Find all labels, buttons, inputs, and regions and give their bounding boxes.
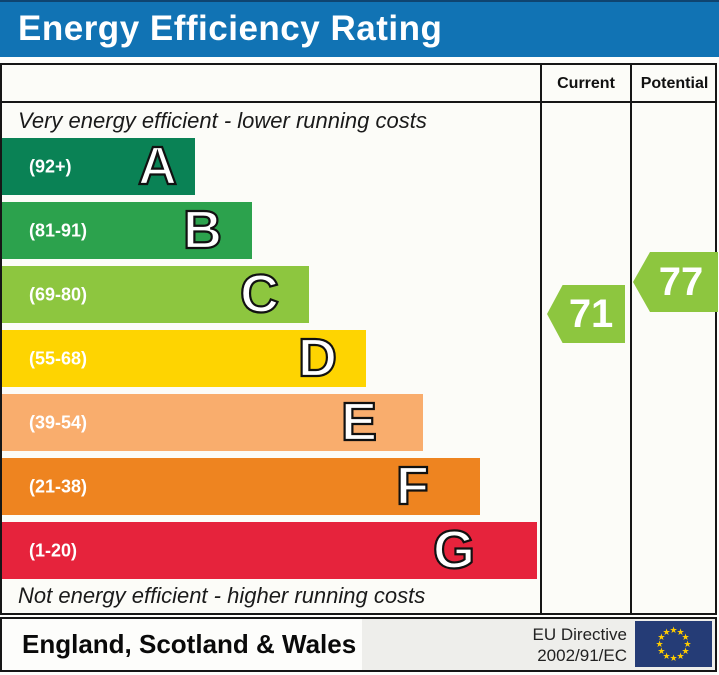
potential-rating-arrow: 77: [633, 252, 718, 312]
svg-text:★: ★: [676, 651, 684, 661]
band-range-label: (92+): [29, 156, 72, 176]
potential-column-divider: [630, 65, 632, 613]
page-title: Energy Efficiency Rating: [18, 9, 443, 48]
band-range-label: (1-20): [29, 540, 78, 560]
band-range-label: (55-68): [29, 348, 88, 368]
eu-directive-line1: EU Directive: [532, 624, 627, 644]
svg-text:★: ★: [662, 627, 670, 637]
svg-text:★: ★: [662, 651, 670, 661]
band-range-label: (39-54): [29, 412, 88, 432]
svg-text:★: ★: [657, 632, 665, 642]
caption-not-efficient: Not energy efficient - higher running co…: [18, 583, 426, 608]
eu-directive-label: EU Directive 2002/91/EC: [533, 624, 627, 666]
svg-text:★: ★: [657, 646, 665, 656]
band-row-e: (39-54) E: [2, 391, 423, 452]
band-range-label: (21-38): [29, 476, 88, 496]
band-range-label: (81-91): [29, 220, 88, 240]
footer-bar: England, Scotland & Wales EU Directive 2…: [0, 617, 717, 672]
current-column-divider: [540, 65, 542, 613]
band-letter: D: [297, 327, 338, 388]
band-row-c: (69-80) C: [2, 263, 309, 324]
band-range-label: (69-80): [29, 284, 88, 304]
band-letter: F: [395, 455, 430, 516]
band-letter: B: [182, 199, 223, 260]
band-row-b: (81-91) B: [2, 199, 252, 260]
potential-rating-value: 77: [658, 260, 704, 304]
band-letter: C: [239, 263, 280, 324]
svg-text:★: ★: [682, 646, 690, 656]
svg-text:★: ★: [669, 625, 677, 635]
region-label: England, Scotland & Wales: [22, 629, 357, 659]
potential-column-header: Potential: [640, 75, 709, 92]
band-letter: A: [137, 135, 178, 196]
eu-directive-line2: 2002/91/EC: [537, 645, 627, 665]
svg-text:★: ★: [676, 627, 684, 637]
band-row-f: (21-38) F: [2, 455, 480, 516]
svg-text:★: ★: [683, 639, 691, 649]
current-rating-arrow: 71: [547, 285, 625, 343]
svg-text:★: ★: [682, 632, 690, 642]
eu-flag-icon: ★★★★★★★★★★★★: [635, 621, 712, 667]
band-letter: E: [340, 391, 378, 452]
band-letter: G: [432, 519, 476, 580]
title-bar: Energy Efficiency Rating: [0, 0, 719, 57]
caption-efficient: Very energy efficient - lower running co…: [18, 108, 427, 133]
chart-box: Current Potential Very energy efficient …: [0, 63, 718, 615]
band-row-a: (92+) A: [2, 135, 195, 196]
current-column-header: Current: [557, 75, 615, 92]
header-separator: [2, 101, 715, 103]
svg-text:★: ★: [655, 639, 663, 649]
band-row-g: (1-20) G: [2, 519, 537, 580]
current-rating-value: 71: [568, 292, 614, 336]
band-row-d: (55-68) D: [2, 327, 366, 388]
svg-text:★: ★: [669, 653, 677, 663]
